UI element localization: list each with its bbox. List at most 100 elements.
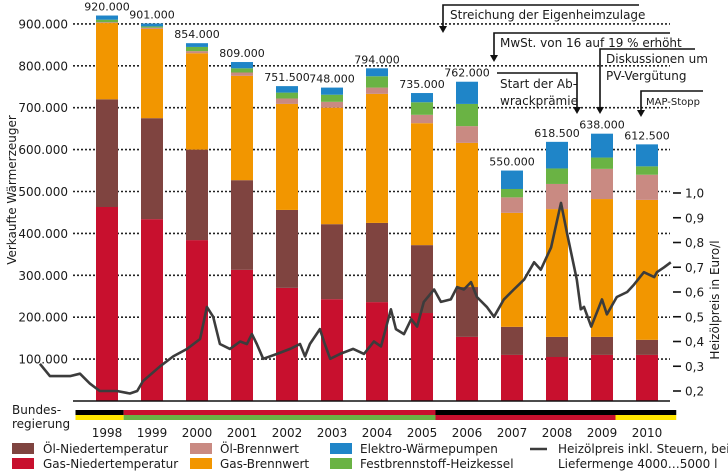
y2-tick-label: 0,4	[685, 335, 704, 349]
bar-segment	[141, 219, 163, 401]
bar-segment	[591, 157, 613, 169]
bar-segment	[96, 207, 118, 401]
bar-segment	[636, 144, 658, 167]
bar-segment	[276, 287, 298, 401]
bar-segment	[411, 102, 433, 115]
arrow-down-icon	[439, 26, 447, 33]
bar-total-label: 638.000	[579, 119, 625, 132]
bar-segment	[411, 114, 433, 124]
bar-segment	[546, 357, 568, 401]
y-tick-label: 100.000	[18, 353, 68, 367]
legend-label: Liefermenge 4000…5000 l	[558, 457, 717, 471]
bar-segment	[141, 26, 163, 28]
annotation-text: PV-Vergütung	[606, 69, 687, 83]
bar-segment	[231, 72, 253, 76]
bar-segment	[366, 68, 388, 77]
bar-segment	[186, 53, 208, 150]
bar-segment	[96, 22, 118, 24]
bar-segment	[411, 123, 433, 246]
x-tick-label: 2009	[587, 426, 618, 440]
bar-segment	[456, 103, 478, 127]
x-tick-label: 2000	[182, 426, 213, 440]
x-tick-label: 2005	[407, 426, 438, 440]
bar-total-label: 751.500	[264, 71, 310, 84]
y2-tick-label: 0,3	[685, 360, 704, 374]
bar-total-label: 901.000	[129, 8, 175, 21]
bar-segment	[456, 142, 478, 288]
bar-segment	[321, 87, 343, 95]
legend-swatch	[330, 458, 352, 469]
bar-total-label: 612.500	[624, 129, 670, 142]
bar-segment	[546, 183, 568, 210]
bar-segment	[456, 81, 478, 104]
y2-tick-label: 0,7	[685, 261, 704, 275]
legend-label: Elektro-Wärmepumpen	[360, 442, 498, 456]
government-stripe-bottom	[615, 415, 677, 420]
y2-axis-label: Heizölpreis in Euro/l	[708, 240, 722, 359]
government-stripe-top	[123, 410, 436, 415]
annotation-line	[599, 48, 695, 108]
bar-segment	[96, 23, 118, 100]
x-tick-label: 2008	[542, 426, 573, 440]
x-tick-label: 2004	[362, 426, 393, 440]
bar-segment	[96, 15, 118, 20]
government-stripe-top	[615, 410, 677, 415]
bar-segment	[321, 299, 343, 401]
bar-segment	[96, 19, 118, 23]
bar-total-label: 762.000	[444, 67, 490, 80]
legend-swatch	[330, 443, 352, 454]
annotation-text: wrackprämie	[500, 94, 578, 108]
bar-segment	[591, 199, 613, 337]
bar-total-label: 854.000	[174, 28, 220, 41]
bar-segment	[636, 166, 658, 175]
bar-segment	[321, 224, 343, 300]
annotation-line	[640, 90, 703, 111]
x-tick-label: 2003	[317, 426, 348, 440]
bar-segment	[501, 188, 523, 198]
y2-tick-label: 0,8	[685, 236, 704, 250]
government-stripe-bottom	[435, 415, 616, 420]
bar-segment	[366, 87, 388, 94]
bar-segment	[546, 141, 568, 169]
annotation-text: Streichung der Eigenheimzulage	[450, 8, 645, 22]
y-tick-label: 800.000	[18, 59, 68, 73]
bar-total-label: 618.500	[534, 127, 580, 140]
arrow-down-icon	[490, 55, 498, 62]
bar-segment	[501, 212, 523, 327]
bar-segment	[276, 209, 298, 288]
bar-segment	[411, 245, 433, 314]
legend-label: Heizölpreis inkl. Steuern, bei	[558, 442, 728, 456]
bar-segment	[321, 101, 343, 108]
bar-segment	[636, 339, 658, 355]
arrow-down-icon	[637, 110, 645, 117]
bar-segment	[591, 168, 613, 200]
bar-segment	[591, 354, 613, 401]
bar-segment	[456, 336, 478, 401]
annotation-text: MwSt. von 16 auf 19 % erhöht	[500, 36, 682, 50]
x-tick-label: 2006	[452, 426, 483, 440]
bar-segment	[546, 168, 568, 184]
government-stripe-top	[435, 410, 616, 415]
bar-segment	[636, 354, 658, 401]
bar-segment	[141, 27, 163, 29]
y-tick-label: 400.000	[18, 227, 68, 241]
bar-total-label: 735.000	[399, 78, 445, 91]
legend-swatch	[12, 458, 34, 469]
bar-segment	[321, 94, 343, 102]
x-tick-label: 2010	[632, 426, 663, 440]
bar-segment	[321, 107, 343, 225]
bar-segment	[636, 199, 658, 340]
y2-tick-label: 0,9	[685, 211, 704, 225]
x-tick-label: 2002	[272, 426, 303, 440]
y-tick-label: 600.000	[18, 143, 68, 157]
bar-segment	[231, 75, 253, 181]
bar-total-label: 748.000	[309, 73, 355, 86]
bar-segment	[231, 62, 253, 69]
bar-segment	[366, 302, 388, 401]
legend-swatch	[12, 443, 34, 454]
government-label: regierung	[12, 417, 70, 431]
bar-segment	[546, 209, 568, 337]
bar-segment	[96, 99, 118, 208]
government-stripe-top	[75, 410, 124, 415]
